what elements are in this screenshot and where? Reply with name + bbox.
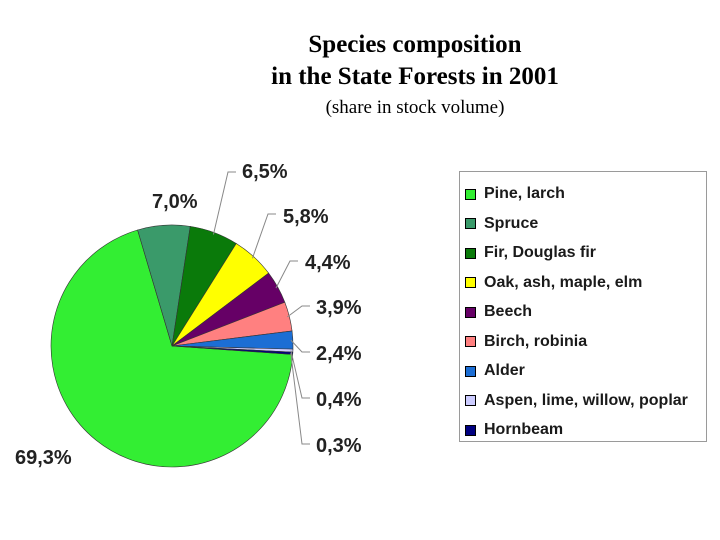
legend-item: Beech: [465, 302, 532, 322]
legend-swatch: [465, 306, 476, 318]
legend-swatch: [465, 336, 476, 347]
legend-item: Birch, robinia: [465, 332, 587, 352]
data-label-4: 5,8%: [283, 206, 329, 228]
chart-subtitle: (share in stock volume): [325, 97, 505, 118]
leader-line-5: [275, 260, 298, 289]
legend-label: Alder: [484, 362, 525, 379]
legend-swatch: [465, 277, 476, 288]
chart-title-line1: Species composition: [308, 31, 522, 58]
chart-legend: Pine, larch Spruce Fir, Douglas fir Oak, as…: [459, 171, 707, 442]
chart-title-line2: in the State Forests in 2001: [271, 63, 559, 90]
data-label-5: 4,4%: [305, 252, 351, 274]
legend-item: Oak, ash, maple, elm: [465, 273, 642, 293]
data-label-9: 0,3%: [316, 435, 362, 457]
legend-label: Fir, Douglas fir: [484, 244, 597, 261]
leader-line-3: [212, 171, 236, 235]
data-label-7: 2,4%: [316, 343, 362, 365]
data-label-1: 69,3%: [15, 447, 72, 469]
data-label-8: 0,4%: [316, 389, 362, 411]
leader-line-4: [251, 213, 276, 259]
legend-swatch: [465, 218, 476, 229]
legend-item: Hornbeam: [465, 420, 563, 440]
legend-swatch: [465, 247, 476, 259]
pie-slice-1: [50, 229, 294, 468]
data-label-3: 6,5%: [242, 161, 288, 183]
legend-label: Beech: [484, 303, 533, 320]
leader-line-6: [287, 305, 310, 318]
legend-item: Pine, larch: [465, 184, 565, 204]
legend-label: Spruce: [484, 214, 539, 232]
legend-item: Spruce: [465, 214, 538, 234]
leader-line-7: [290, 339, 310, 353]
leader-line-9: [290, 353, 310, 445]
legend-label: Aspen, lime, willow, poplar: [484, 391, 688, 409]
legend-swatch: [465, 395, 476, 406]
legend-item: Alder: [465, 361, 525, 381]
pie-slice-9: [171, 345, 294, 355]
legend-item: Aspen, lime, willow, poplar: [465, 391, 688, 411]
legend-swatch: [465, 365, 476, 377]
legend-label: Birch, robinia: [484, 332, 588, 350]
legend-swatch: [465, 188, 476, 200]
legend-label: Pine, larch: [484, 185, 565, 202]
legend-swatch: [465, 424, 476, 436]
data-label-2: 7,0%: [152, 191, 198, 213]
legend-label: Oak, ash, maple, elm: [484, 273, 643, 291]
legend-item: Fir, Douglas fir: [465, 243, 596, 263]
legend-label: Hornbeam: [484, 421, 564, 438]
leader-line-8: [290, 350, 310, 399]
data-label-6: 3,9%: [316, 297, 362, 319]
